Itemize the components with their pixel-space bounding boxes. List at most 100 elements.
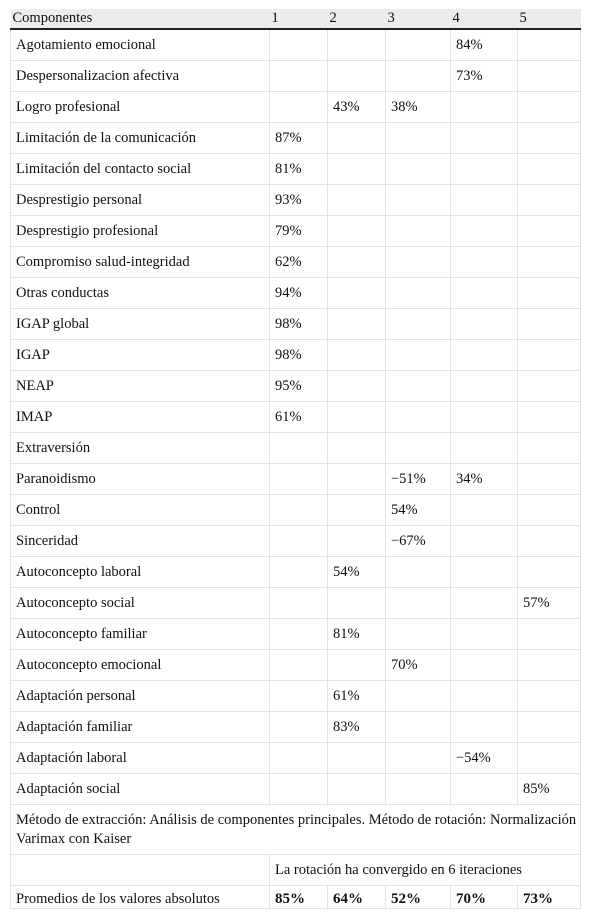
header-component-4: 4: [450, 9, 518, 30]
table-row: Control 54%: [10, 494, 581, 526]
loading-cell-3: [385, 773, 451, 805]
average-value-4: 70%: [450, 885, 518, 909]
loading-cell-5: [517, 556, 581, 588]
average-value-3: 52%: [385, 885, 451, 909]
table-row: NEAP 95%: [10, 370, 581, 402]
loading-cell-5: [517, 91, 581, 123]
loading-cell-5: [517, 432, 581, 464]
loading-cell-3: [385, 618, 451, 650]
loading-cell-3: [385, 370, 451, 402]
loading-cell-2: [327, 463, 386, 495]
loading-cell-1: [269, 463, 328, 495]
table-row: Otras conductas 94%: [10, 277, 581, 309]
loading-cell-1: [269, 28, 328, 61]
row-label: Autoconcepto familiar: [10, 618, 270, 650]
loading-cell-1: 94%: [269, 277, 328, 309]
loading-cell-2: [327, 339, 386, 371]
average-value-1: 85%: [269, 885, 328, 909]
row-label: Adaptación familiar: [10, 711, 270, 743]
loading-cell-1: [269, 525, 328, 557]
loading-cell-1: 61%: [269, 401, 328, 433]
average-row: Promedios de los valores absolutos 85% 6…: [10, 885, 581, 909]
table-row: Adaptación personal 61%: [10, 680, 581, 712]
table-row: Sinceridad −67%: [10, 525, 581, 557]
table-row: Despersonalizacion afectiva 73%: [10, 60, 581, 92]
row-label: Compromiso salud-integridad: [10, 246, 270, 278]
loading-cell-3: 54%: [385, 494, 451, 526]
loading-cell-4: [450, 711, 518, 743]
loading-cell-3: [385, 680, 451, 712]
row-label: Adaptación laboral: [10, 742, 270, 774]
loading-cell-4: [450, 556, 518, 588]
table-row: Autoconcepto social 57%: [10, 587, 581, 619]
loading-cell-1: 95%: [269, 370, 328, 402]
row-label: IGAP global: [10, 308, 270, 340]
loading-cell-3: [385, 711, 451, 743]
loading-cell-5: [517, 494, 581, 526]
row-label: Autoconcepto laboral: [10, 556, 270, 588]
loading-cell-2: 54%: [327, 556, 386, 588]
loading-cell-1: 62%: [269, 246, 328, 278]
loading-cell-4: [450, 122, 518, 154]
loading-cell-4: [450, 277, 518, 309]
loading-cell-5: [517, 649, 581, 681]
loading-cell-3: [385, 556, 451, 588]
loading-cell-4: [450, 525, 518, 557]
table-row: Autoconcepto laboral 54%: [10, 556, 581, 588]
loading-cell-5: [517, 246, 581, 278]
loading-cell-3: [385, 401, 451, 433]
convergence-row: La rotación ha convergido en 6 iteracion…: [10, 854, 581, 886]
loading-cell-4: [450, 773, 518, 805]
loading-cell-3: [385, 308, 451, 340]
loading-cell-1: [269, 587, 328, 619]
loading-cell-3: [385, 339, 451, 371]
loading-cell-5: [517, 525, 581, 557]
loading-cell-4: 84%: [450, 28, 518, 61]
loading-cell-1: [269, 711, 328, 743]
row-label: Limitación del contacto social: [10, 153, 270, 185]
loading-cell-4: [450, 618, 518, 650]
loading-cell-5: [517, 680, 581, 712]
loading-cell-3: [385, 122, 451, 154]
loading-cell-2: [327, 277, 386, 309]
table-row: Limitación de la comunicación 87%: [10, 122, 581, 154]
loading-cell-1: [269, 649, 328, 681]
row-label: Adaptación social: [10, 773, 270, 805]
loading-cell-5: [517, 711, 581, 743]
table-row: Logro profesional 43% 38%: [10, 91, 581, 123]
header-component-2: 2: [327, 9, 386, 30]
loading-cell-1: 87%: [269, 122, 328, 154]
loading-cell-3: [385, 184, 451, 216]
loading-cell-2: [327, 215, 386, 247]
loading-cell-2: [327, 401, 386, 433]
loading-cell-4: [450, 184, 518, 216]
loading-cell-1: 98%: [269, 308, 328, 340]
loading-cell-2: [327, 773, 386, 805]
loading-cell-2: [327, 742, 386, 774]
loading-cell-1: [269, 91, 328, 123]
loading-cell-4: 34%: [450, 463, 518, 495]
loading-cell-5: [517, 742, 581, 774]
row-label: Logro profesional: [10, 91, 270, 123]
loading-cell-2: [327, 432, 386, 464]
loading-cell-5: [517, 370, 581, 402]
row-label: Paranoidismo: [10, 463, 270, 495]
header-component-1: 1: [269, 9, 328, 30]
loading-cell-2: 81%: [327, 618, 386, 650]
loading-cell-2: [327, 587, 386, 619]
row-label: Adaptación personal: [10, 680, 270, 712]
row-label: Otras conductas: [10, 277, 270, 309]
loading-cell-5: [517, 122, 581, 154]
table-header-row: Componentes 1 2 3 4 5: [10, 9, 581, 30]
loading-cell-4: [450, 215, 518, 247]
loading-cell-1: [269, 432, 328, 464]
row-label: Agotamiento emocional: [10, 28, 270, 61]
loading-cell-3: 38%: [385, 91, 451, 123]
loading-cell-2: [327, 494, 386, 526]
loading-cell-2: 83%: [327, 711, 386, 743]
loading-cell-1: 98%: [269, 339, 328, 371]
row-label: Desprestigio personal: [10, 184, 270, 216]
row-label: Autoconcepto emocional: [10, 649, 270, 681]
loading-cell-5: [517, 308, 581, 340]
loading-cell-3: [385, 587, 451, 619]
